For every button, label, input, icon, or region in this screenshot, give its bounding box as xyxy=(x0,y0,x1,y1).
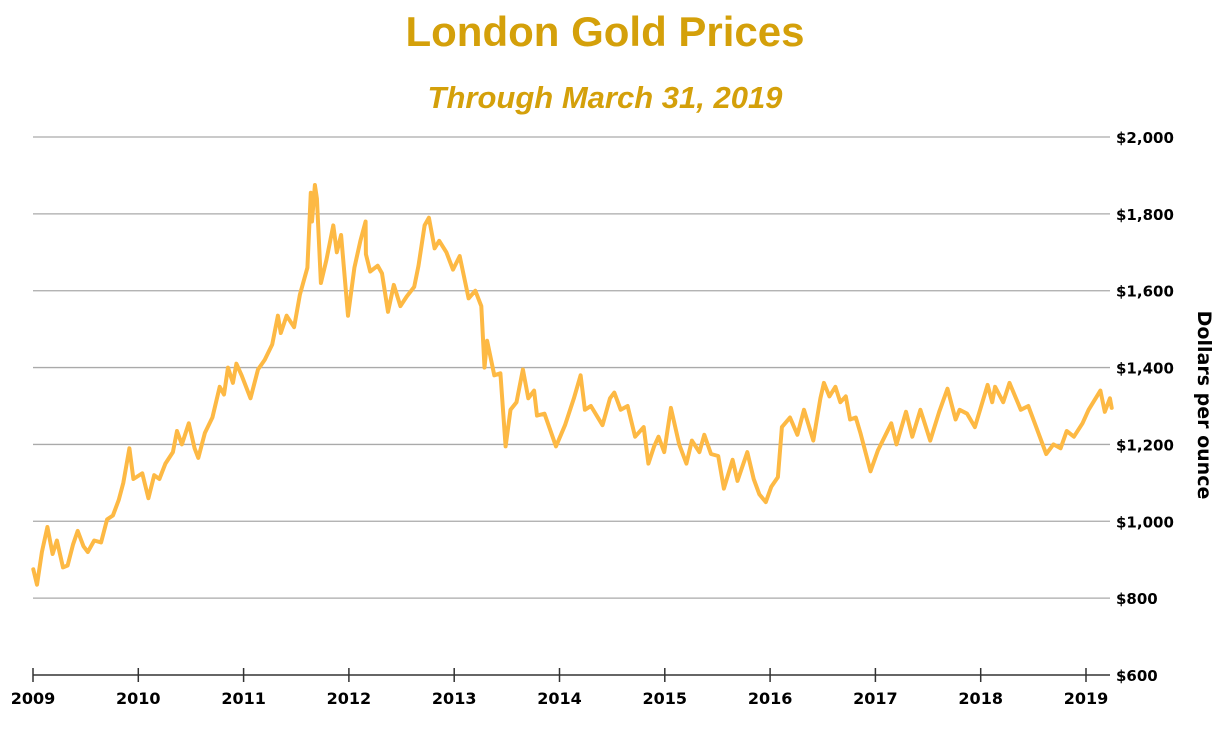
x-tick-label: 2015 xyxy=(643,689,688,708)
x-tick-label: 2019 xyxy=(1064,689,1109,708)
y-tick-label: $800 xyxy=(1116,590,1158,608)
x-tick-label: 2012 xyxy=(327,689,372,708)
x-tick-label: 2009 xyxy=(11,689,56,708)
y-tick-label: $1,000 xyxy=(1116,513,1174,531)
x-tick-label: 2011 xyxy=(221,689,266,708)
y-tick-label: $1,200 xyxy=(1116,436,1174,454)
y-tick-label: $1,800 xyxy=(1116,206,1174,224)
x-tick-label: 2013 xyxy=(432,689,477,708)
y-axis-label: Dollars per ounce xyxy=(1193,311,1215,500)
y-tick-label: $2,000 xyxy=(1116,129,1174,147)
y-tick-label: $1,400 xyxy=(1116,360,1174,378)
x-tick-label: 2010 xyxy=(116,689,161,708)
chart-subtitle: Through March 31, 2019 xyxy=(427,80,783,115)
x-tick-label: 2017 xyxy=(853,689,898,708)
y-tick-label: $600 xyxy=(1116,667,1158,685)
x-tick-label: 2018 xyxy=(958,689,1003,708)
x-tick-label: 2016 xyxy=(748,689,793,708)
chart-title: London Gold Prices xyxy=(405,8,805,55)
y-tick-label: $1,600 xyxy=(1116,283,1174,301)
x-tick-label: 2014 xyxy=(537,689,582,708)
series-line xyxy=(31,183,1114,587)
